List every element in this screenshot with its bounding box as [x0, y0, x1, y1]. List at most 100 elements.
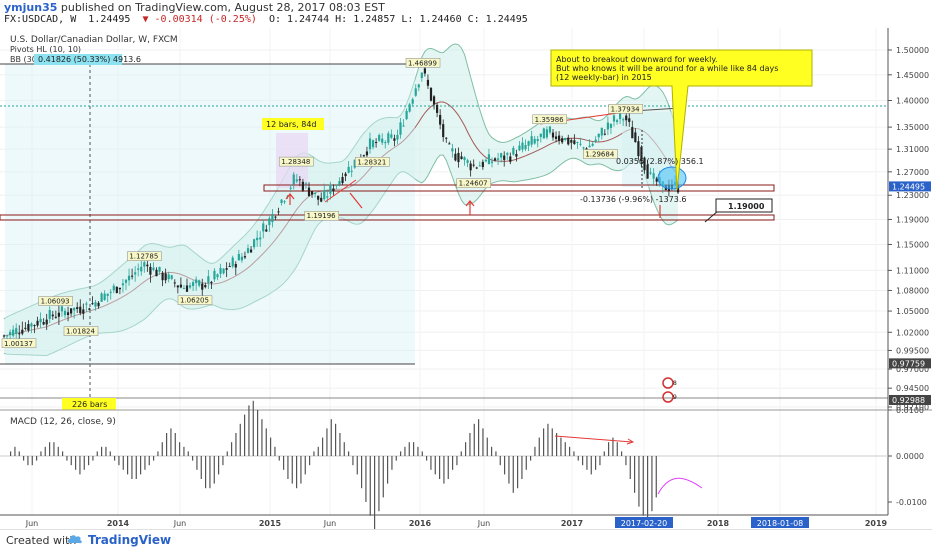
- macd-bar: [543, 428, 545, 456]
- macd-bar: [265, 428, 267, 456]
- macd-bar: [352, 456, 354, 466]
- macd-bar: [291, 456, 293, 484]
- macd-bar: [330, 419, 332, 456]
- macd-bar: [517, 456, 519, 489]
- target-box: [715, 198, 773, 213]
- pivot-label: 1.01824: [66, 328, 95, 336]
- price-tick-label: 0.92100: [896, 403, 929, 412]
- candle-body: [362, 155, 365, 157]
- macd-bar: [556, 433, 558, 456]
- candle-body: [274, 216, 277, 218]
- pivot-label-box: [532, 114, 567, 125]
- candle-body: [451, 148, 454, 152]
- candle-body: [210, 281, 213, 284]
- price-chart[interactable]: About to breakout downward for weekly. B…: [0, 0, 932, 530]
- time-tick-label: Jun: [25, 519, 39, 528]
- pivot-label-box: [304, 210, 339, 221]
- candle-body: [463, 157, 466, 161]
- candle-body: [558, 135, 561, 141]
- macd-bar: [257, 410, 259, 456]
- candle-body: [612, 115, 616, 122]
- candle-body: [234, 264, 237, 268]
- candle-body: [57, 312, 60, 317]
- macd-bar: [226, 451, 228, 456]
- macd-bar: [40, 451, 42, 456]
- candle-body: [637, 141, 640, 157]
- candle-body: [454, 153, 457, 161]
- candle-body: [603, 133, 606, 135]
- macd-bar: [36, 456, 38, 461]
- macd-bar: [573, 451, 575, 456]
- macd-bar: [57, 446, 59, 456]
- author-link[interactable]: ymjun35: [4, 1, 58, 14]
- event-icon[interactable]: 8 9: [662, 377, 677, 403]
- tradingview-cloud-icon: [67, 535, 82, 544]
- candle-body: [521, 142, 524, 150]
- candle-body: [112, 285, 115, 291]
- macd-bar: [348, 451, 350, 456]
- macd-bar: [417, 446, 419, 456]
- time-axis[interactable]: Jun 2014 Jun 2015 Jun 2016 Jun 2017 2017-02-20 20…: [25, 517, 888, 528]
- macd-bar: [560, 437, 562, 456]
- candle-body: [115, 286, 118, 293]
- bollinger-lower-line: [3, 154, 679, 357]
- candle-body: [478, 165, 481, 167]
- macd-bar: [356, 456, 358, 475]
- macd-bar: [413, 442, 415, 456]
- candle-body: [371, 140, 375, 148]
- price-axis[interactable]: 1.50000 1.45000 1.40000 1.35000 1.31000 1.270…: [888, 46, 929, 412]
- macd-bar: [508, 456, 510, 484]
- macd-bar: [491, 446, 493, 456]
- candle-body: [536, 139, 539, 142]
- pivot-label: 1.24607: [459, 180, 488, 188]
- macd-bar: [447, 456, 449, 479]
- candle-body: [42, 321, 45, 325]
- candle-body: [390, 134, 393, 138]
- time-tick-label: Jun: [477, 519, 491, 528]
- macd-bar: [504, 456, 506, 475]
- candle-body: [622, 119, 625, 121]
- macd-bar: [196, 456, 198, 470]
- candle-body: [472, 164, 475, 166]
- macd-bar: [499, 456, 501, 466]
- macd-bar: [309, 456, 311, 466]
- candle-body: [591, 143, 594, 146]
- candle-body: [253, 239, 256, 248]
- macd-bar: [512, 456, 514, 493]
- tradingview-brand[interactable]: TradingView: [88, 533, 172, 547]
- pivot-label-box: [177, 295, 213, 305]
- macd-histogram: [10, 400, 657, 530]
- candle-body: [127, 275, 131, 281]
- callout-box[interactable]: [550, 49, 813, 191]
- macd-bar: [456, 456, 458, 466]
- pivot-label: 1.00137: [4, 340, 33, 348]
- candle-body: [408, 104, 411, 112]
- time-tick-label: Jun: [173, 519, 187, 528]
- macd-bar: [274, 446, 276, 456]
- candle-body: [368, 138, 372, 150]
- macd-bar: [192, 456, 194, 461]
- candle-body: [399, 122, 402, 135]
- macd-bar: [534, 446, 536, 456]
- candle-body: [161, 272, 164, 281]
- macd-bar: [27, 456, 29, 466]
- candle-body: [384, 142, 387, 144]
- candle-body: [497, 158, 500, 160]
- candle-body: [76, 307, 79, 309]
- candle-body: [548, 126, 552, 133]
- candle-body: [79, 306, 82, 314]
- macd-bar: [127, 456, 129, 475]
- candle-body: [18, 333, 21, 335]
- candle-body: [2, 335, 6, 337]
- macd-bar: [569, 446, 571, 456]
- candle-body: [347, 166, 350, 173]
- candle-body: [137, 268, 140, 270]
- candle-body: [625, 115, 628, 121]
- candle-body: [445, 137, 448, 139]
- candle-body: [256, 237, 259, 241]
- macd-tick-label: -0.0100: [896, 498, 927, 507]
- macd-bar: [49, 442, 51, 456]
- macd-bar: [564, 442, 566, 456]
- macd-bar: [14, 446, 16, 456]
- price-tick-label: 1.08000: [896, 286, 929, 295]
